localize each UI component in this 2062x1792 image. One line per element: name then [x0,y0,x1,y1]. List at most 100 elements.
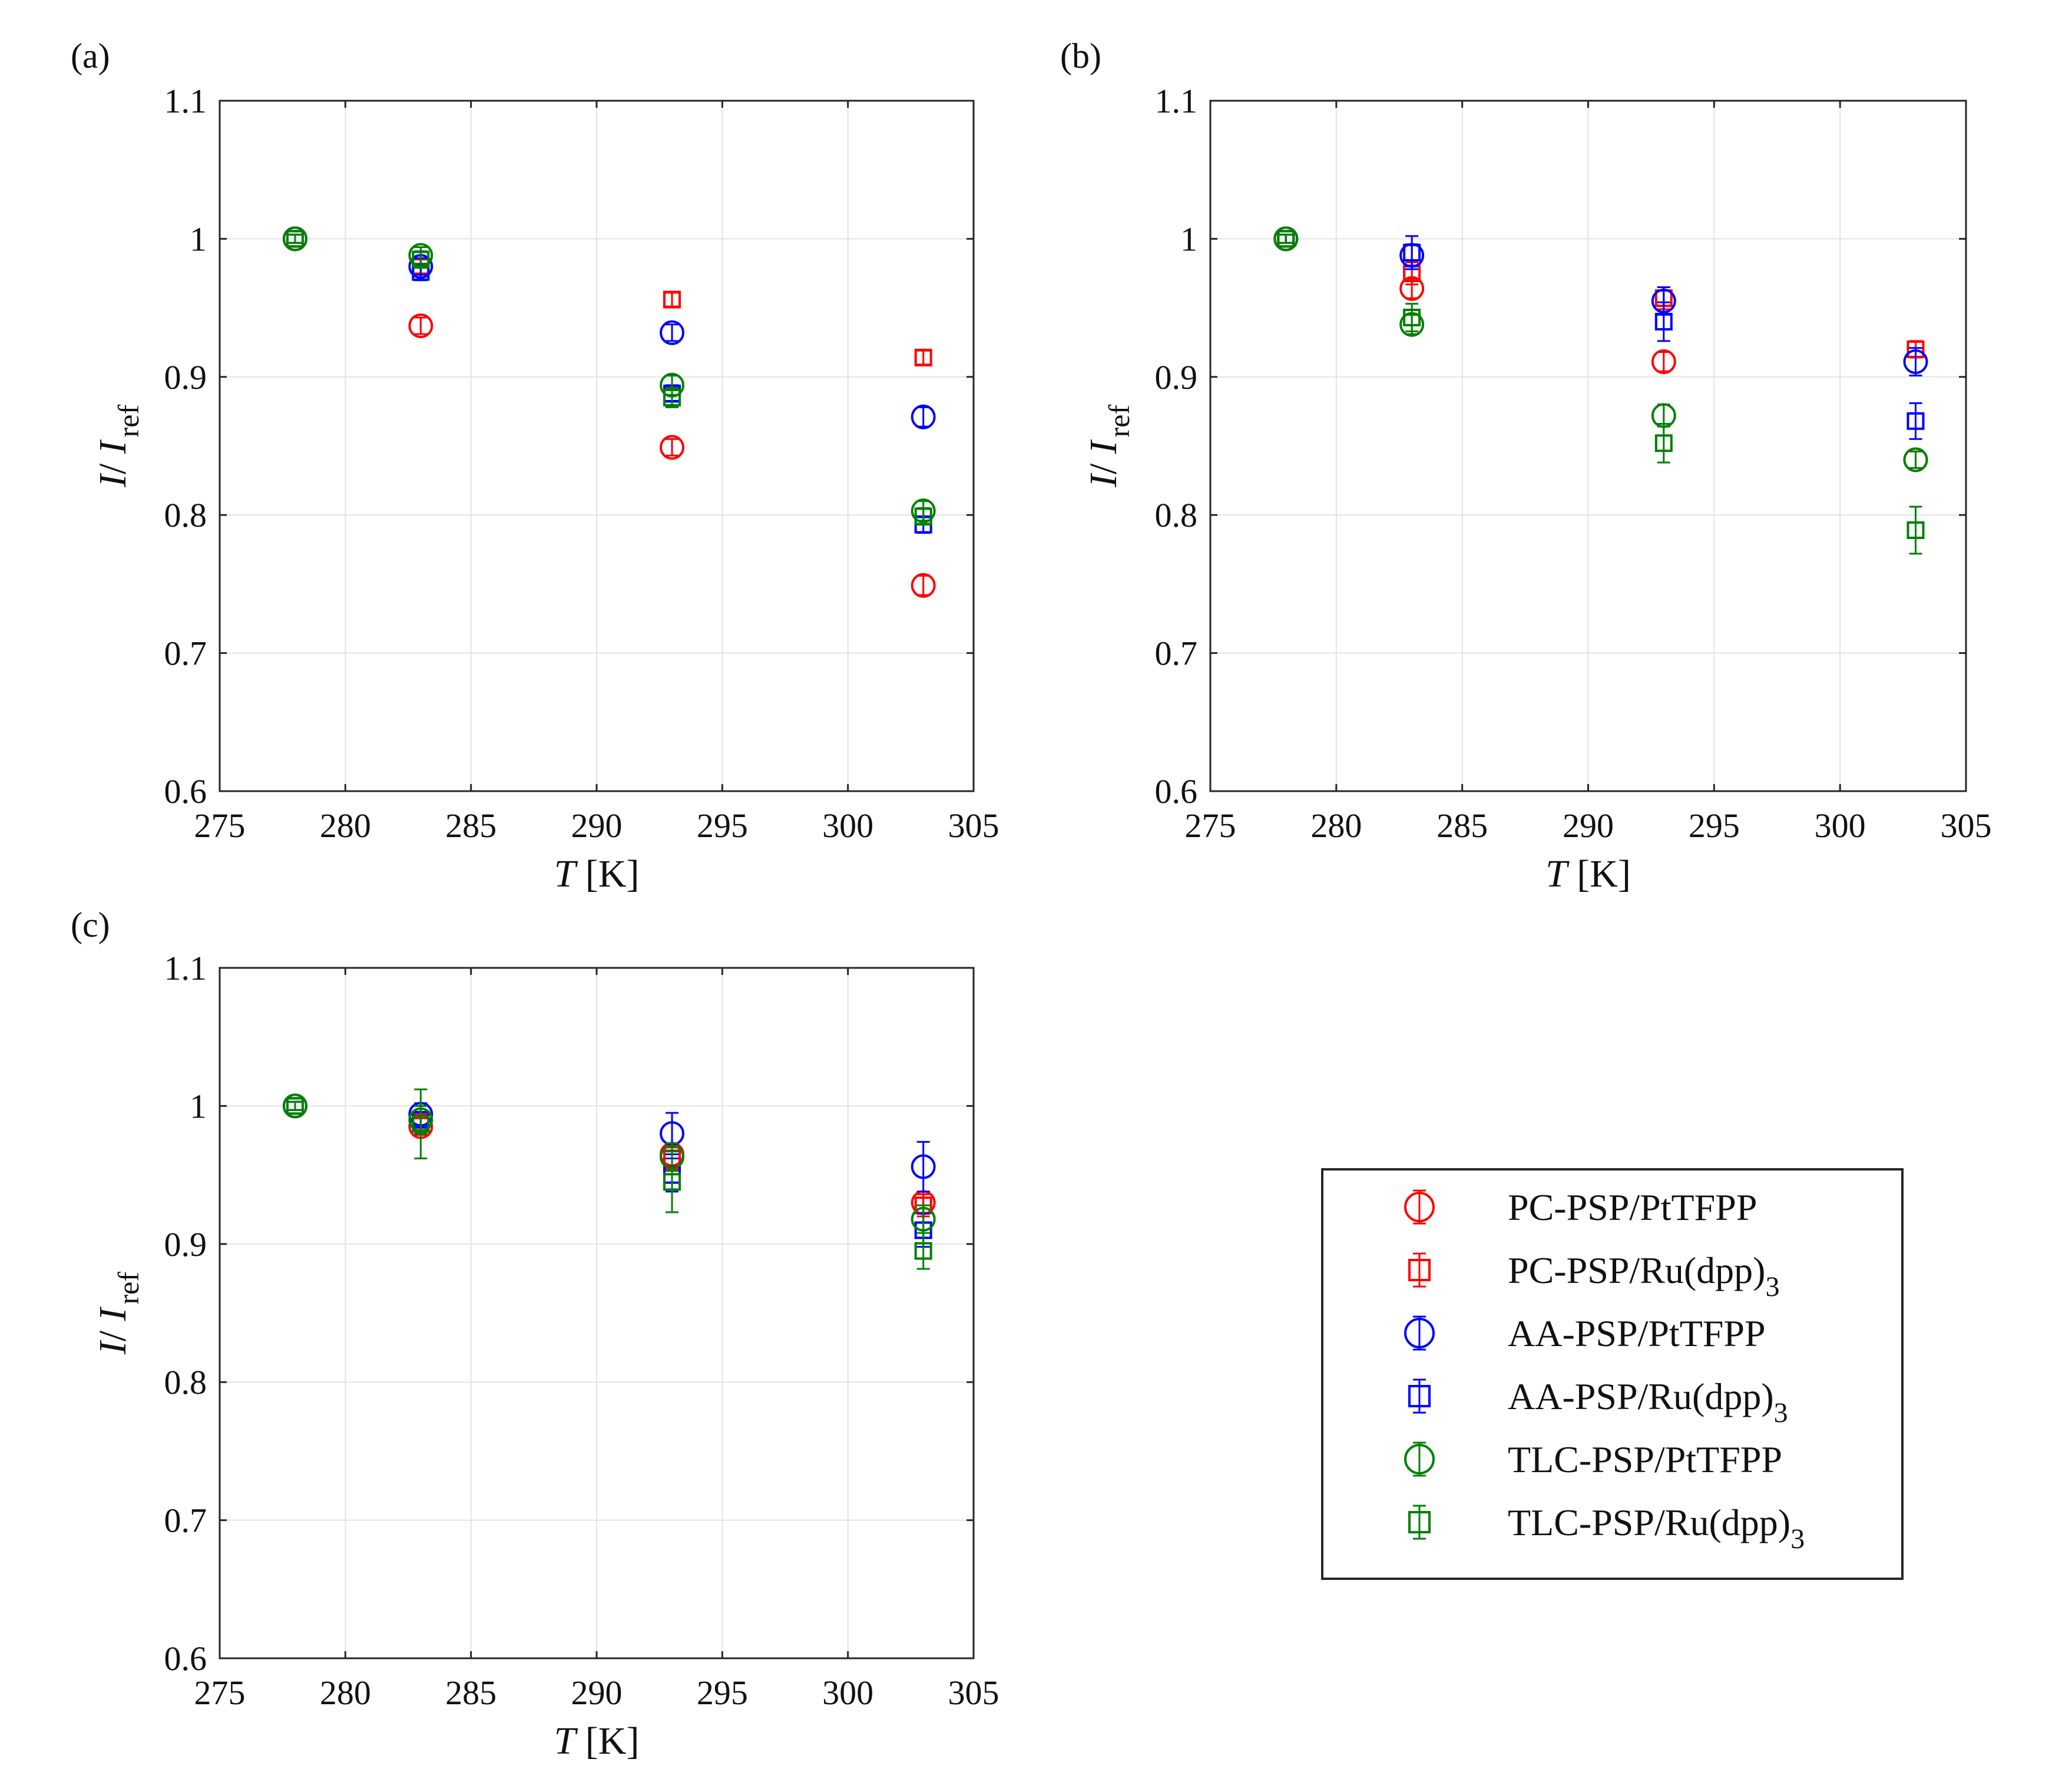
y-tick-label: 0.7 [164,634,207,673]
legend-entry: AA-PSP/Ru(dpp)3 [1408,1376,1788,1429]
data-point-circle [660,320,684,345]
panel-label: (c) [71,905,110,944]
data-point-square [663,388,681,406]
x-axis-label: T [K] [554,852,640,895]
error-bar [414,1088,428,1159]
x-tick-label: 300 [1815,806,1866,845]
legend-label: AA-PSP/PtTFPP [1508,1312,1766,1354]
series-pc-psp-ru-dpp-3 [286,1097,932,1218]
data-point-square [663,290,681,309]
data-point-square [1907,521,1925,539]
data-point-square [412,1115,430,1133]
x-tick-label: 290 [571,806,623,845]
y-tick-label: 0.6 [1155,772,1198,811]
x-tick-label: 300 [822,806,873,845]
y-tick-label: 1.1 [1155,82,1198,120]
legend-marker-square [1408,1259,1431,1281]
legend-label-subscript: 3 [1790,1523,1805,1555]
series-tlc-psp-ru-dpp-3 [1277,230,1925,555]
x-axis-label-var: T [1545,852,1570,895]
x-tick-label: 300 [822,1674,873,1712]
legend-marker-square [1408,1511,1431,1533]
y-tick-label: 0.9 [164,358,207,396]
data-point-circle [660,435,684,460]
chart-panel-3: (c) 275 280 285 290 295 300 305 0.6 0.7 0.8 0.9 1 1.1… [71,905,999,1763]
error-bar [1909,450,1922,470]
series-aa-psp-pttfpp [283,226,936,429]
data-point-circle [911,1206,936,1232]
series-aa-psp-ru-dpp-3 [1277,230,1925,440]
data-point-square [1654,434,1673,452]
y-axis-label-sep: / [91,454,134,474]
legend-marker-square [1408,1385,1431,1407]
error-bar [916,406,930,428]
gridlines [219,100,974,792]
chart-panel-2: (b) 275 280 285 290 295 300 305 0.6 0.7 0.8 0.9 1 1.1… [1060,37,1992,895]
x-tick-label: 275 [194,806,246,845]
legend-marker-circle [1404,1318,1435,1348]
x-tick-label: 280 [1310,806,1362,845]
y-tick-label: 1 [190,1087,207,1125]
data-point-circle [283,1093,307,1119]
error-bar [916,574,930,596]
legend-label-base: AA-PSP/PtTFPP [1508,1312,1766,1354]
data-point-square [1907,412,1925,430]
legend-marker-circle [1404,1192,1435,1222]
error-bar [666,292,678,308]
error-bar [666,438,678,457]
chart-panel-1: (a) 275 280 285 290 295 300 305 0.6 0.7 0.8 0.9 1 1.1… [71,37,999,895]
x-tick-label: 290 [571,1674,623,1712]
series-pc-psp-pttfpp [283,1093,936,1215]
data-point-circle [283,226,307,252]
legend-entry: TLC-PSP/Ru(dpp)3 [1408,1502,1805,1555]
error-bar [1405,303,1419,332]
x-axis-label: T [K] [1545,852,1631,895]
x-tick-label: 275 [1185,806,1236,845]
data-point-square [914,507,932,525]
x-axis-label-unit: [K] [575,852,639,895]
data-point-square [1403,243,1421,262]
error-bar [1657,351,1670,372]
x-tick-label: 280 [320,1674,371,1712]
data-point-circle [911,1154,936,1179]
x-tick-label: 305 [1941,806,1992,845]
y-tick-label: 0.7 [1155,634,1198,673]
series-aa-psp-pttfpp [283,1093,936,1193]
data-point-circle [1273,226,1299,252]
y-axis-label-sep: / [91,1321,134,1341]
x-tick-label: 305 [948,806,999,845]
legend-error-bar [1413,1441,1426,1477]
data-point-circle [911,573,936,598]
legend-label: PC-PSP/Ru(dpp)3 [1508,1249,1779,1302]
data-point-square [1277,230,1295,248]
y-axis-label-var: I [91,472,134,488]
error-bar [289,1100,302,1111]
legend-label: AA-PSP/Ru(dpp)3 [1508,1376,1788,1429]
series-aa-psp-ru-dpp-3 [286,230,932,534]
y-axis-label-base: I [91,1306,134,1321]
y-axis-label-var: I [1082,472,1125,488]
error-bar [1909,347,1922,376]
legend-error-bar [1413,1315,1426,1351]
series-aa-psp-ru-dpp-3 [286,1097,932,1248]
y-axis-label-base: I [91,439,134,454]
legend-label-base: TLC-PSP/Ru(dpp) [1508,1502,1790,1543]
data-point-square [1403,309,1421,327]
error-bar [1657,301,1670,342]
x-tick-label: 285 [445,806,497,845]
error-bar [666,387,678,408]
legend-label-subscript: 3 [1774,1397,1788,1429]
y-axis-label-sep: / [1082,454,1125,474]
series-aa-psp-pttfpp [1273,226,1928,376]
series-pc-psp-pttfpp [283,226,936,598]
series-tlc-psp-pttfpp [1273,226,1928,472]
x-tick-label: 285 [445,1674,497,1712]
y-tick-label: 1.1 [164,949,207,987]
data-point-square [914,348,932,366]
legend-entry: AA-PSP/PtTFPP [1404,1312,1766,1354]
gridlines [1210,100,1967,792]
error-bar [414,316,428,335]
data-point-circle [1651,349,1676,375]
data-point-square [663,1173,681,1191]
